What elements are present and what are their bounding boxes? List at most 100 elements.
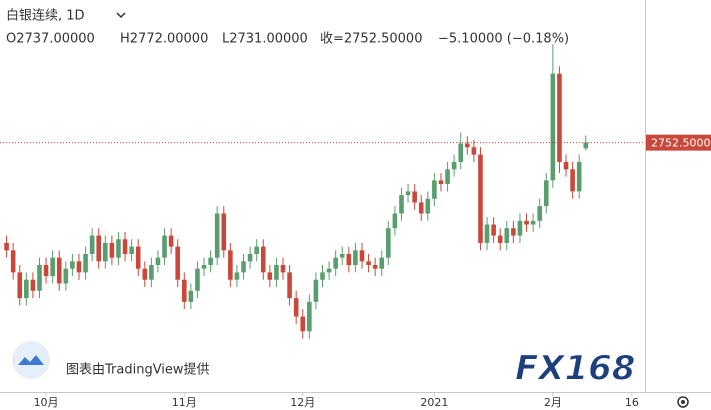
x-tick-label: 11月	[172, 396, 197, 409]
candle-body	[379, 257, 385, 269]
candle-body	[37, 265, 42, 291]
candle-body	[339, 253, 345, 258]
candle-body	[425, 198, 431, 214]
tv-logo-icon	[18, 355, 44, 365]
ohlc-value: −5.10000 (−0.18%)	[438, 32, 569, 47]
candle-body	[201, 265, 207, 269]
ohlc-value: 收=2752.50000	[320, 32, 422, 47]
candle-body	[30, 279, 36, 291]
candle-body	[346, 253, 352, 266]
candle-body	[89, 235, 95, 254]
candle-body	[70, 261, 75, 269]
symbol-dropdown[interactable]	[116, 12, 126, 19]
candle-body	[418, 202, 424, 214]
candle-body	[372, 265, 378, 269]
settings-gear[interactable]	[677, 396, 689, 408]
price-label-box	[646, 134, 711, 151]
candle-body	[149, 265, 154, 280]
candle-body	[109, 242, 115, 258]
candle-body	[142, 268, 148, 280]
price-label: 2752.50000	[651, 137, 711, 150]
candle-body	[333, 257, 338, 269]
x-tick-label: 2月	[544, 396, 562, 409]
candle-body	[188, 290, 194, 302]
candle-body	[326, 268, 332, 273]
candle-body	[570, 169, 575, 192]
candle-body	[247, 253, 253, 262]
candle-body	[83, 253, 88, 273]
candle-body	[175, 246, 181, 280]
candle-body	[260, 246, 266, 273]
candle-body	[76, 261, 82, 273]
candle-body	[497, 235, 503, 243]
settings-gear-center[interactable]	[681, 400, 685, 404]
candle-body	[353, 250, 358, 266]
candle-body	[451, 161, 457, 170]
candle-body	[228, 250, 233, 280]
candle-body	[300, 316, 306, 332]
ohlc-value: O2737.00000	[6, 32, 95, 47]
candle-body	[405, 191, 411, 196]
candle-body	[214, 213, 220, 258]
candle-body	[56, 257, 62, 284]
candle-body	[537, 206, 542, 221]
candle-body	[129, 246, 134, 254]
candle-body	[162, 235, 167, 258]
candle-body	[543, 180, 549, 207]
candle-body	[181, 279, 187, 302]
candle-body	[491, 224, 496, 236]
candle-body	[399, 195, 404, 214]
candle-body	[103, 242, 108, 262]
candle-body	[392, 213, 398, 229]
attribution[interactable]: 图表由TradingView提供	[66, 362, 210, 378]
candle-body	[241, 261, 246, 273]
candle-body	[4, 242, 9, 251]
candle-body	[412, 191, 417, 203]
candle-body	[471, 147, 477, 155]
settings-icon[interactable]	[677, 396, 689, 408]
candle-body	[280, 265, 286, 273]
candle-body	[313, 279, 319, 302]
candle-body	[221, 213, 227, 251]
candle-body	[155, 257, 161, 266]
ohlc-value: L2731.00000	[222, 32, 308, 47]
candle-body	[320, 272, 325, 280]
candle-body	[267, 272, 273, 280]
x-tick-label: 16	[625, 396, 639, 409]
candle-body	[557, 73, 562, 162]
candle-body	[195, 268, 200, 291]
candle-body	[563, 161, 569, 170]
candle-body	[168, 235, 174, 247]
candle-body	[359, 250, 365, 262]
candle-body	[445, 169, 450, 185]
candle-body	[122, 239, 128, 254]
tv-logo-badge[interactable]	[12, 341, 50, 379]
watermark-logo: FX168	[515, 349, 635, 389]
candle-body	[274, 265, 279, 280]
candle-body	[234, 272, 240, 280]
candle-body	[511, 228, 516, 236]
candle-body	[293, 298, 299, 317]
candle-body	[550, 73, 556, 181]
candle-body	[484, 224, 490, 243]
candle-body	[43, 265, 49, 277]
candle-body	[17, 272, 23, 299]
candle-body	[517, 220, 523, 236]
candle-body	[254, 246, 259, 254]
candle-body	[432, 180, 437, 199]
x-tick-label: 2021	[420, 396, 448, 409]
candles	[4, 44, 589, 339]
candle-body	[63, 268, 69, 284]
candle-body	[583, 142, 589, 149]
candle-body	[530, 220, 536, 225]
candle-body	[524, 220, 529, 225]
symbol-title[interactable]: 白银连续, 1D	[6, 8, 85, 24]
candle-body	[287, 272, 292, 299]
candle-body	[116, 239, 121, 258]
candle-body	[366, 261, 371, 266]
candle-body	[96, 235, 102, 262]
candle-body	[135, 246, 141, 269]
candle-body	[438, 180, 444, 185]
